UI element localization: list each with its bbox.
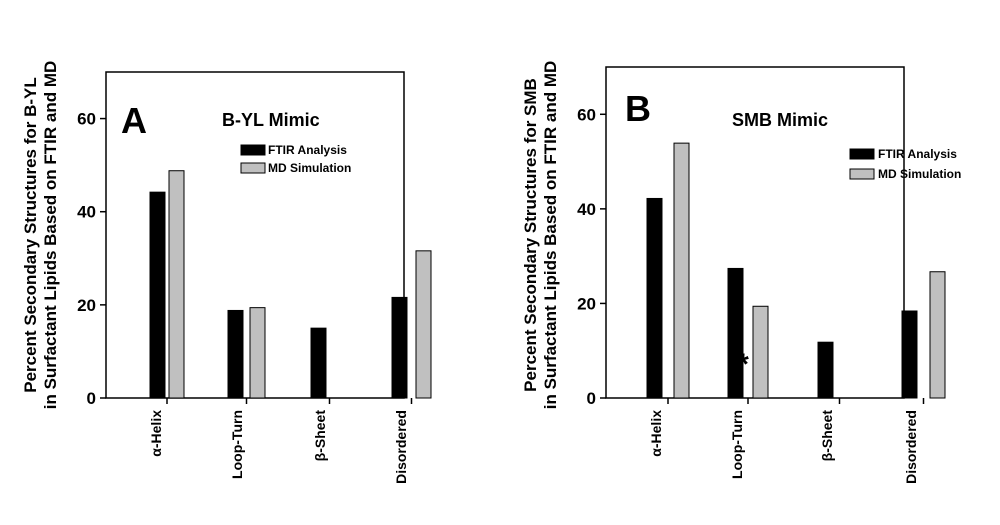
chart-b-legend-label-md: MD Simulation — [878, 167, 961, 181]
chart-b-bar-ftir-2 — [727, 267, 744, 399]
chart-b-bar-ftir-4 — [901, 310, 918, 399]
chart-a-category-label: Loop-Turn — [229, 410, 245, 479]
chart-a-ytick-label: 60 — [77, 110, 96, 129]
chart-b-ytick-label: 20 — [577, 294, 596, 313]
chart-b-annotation-star: * — [737, 348, 749, 381]
chart-a-bar-md-1 — [168, 170, 185, 399]
chart-a-bar-md-2 — [249, 307, 266, 399]
chart-a-category-label: α-Helix — [148, 410, 164, 457]
chart-a-bar-ftir-4 — [391, 296, 408, 399]
chart-b-ylabel-line1: Percent Secondary Structures for SMB — [521, 78, 540, 392]
chart-panel-a: 0 20 40 60 α-Helix Loop-Turn β-Sheet Disordered… — [21, 61, 432, 484]
chart-a-annotation-star: * — [230, 348, 242, 381]
chart-b-legend-swatch-ftir — [849, 148, 875, 160]
chart-b-svg: 0 20 40 60 α-Helix Loop-Turn β-Sheet Disordered… — [521, 61, 961, 484]
chart-a-svg: 0 20 40 60 α-Helix Loop-Turn β-Sheet Disordered… — [21, 61, 432, 484]
chart-b-category-label: Disordered — [903, 410, 919, 484]
chart-a-ylabel-line2: in Surfactant Lipids Based on FTIR and M… — [41, 61, 60, 410]
chart-a-ytick-label: 0 — [87, 389, 96, 408]
chart-a-legend-swatch-md — [240, 162, 266, 174]
chart-b-ytick-label: 60 — [577, 105, 596, 124]
chart-b-title: SMB Mimic — [732, 110, 828, 130]
chart-a-legend-label-ftir: FTIR Analysis — [268, 143, 347, 157]
chart-b-bar-md-2 — [752, 305, 769, 399]
chart-b-bar-md-4 — [929, 271, 946, 399]
chart-b-category-label: α-Helix — [648, 410, 664, 457]
chart-b-ytick-label: 40 — [577, 200, 596, 219]
chart-b-bar-ftir-1 — [646, 197, 663, 399]
chart-b-ytick-label: 0 — [587, 389, 596, 408]
chart-a-category-label: Disordered — [393, 410, 409, 484]
chart-b-panel-letter: B — [625, 88, 651, 129]
chart-a-bar-ftir-2 — [227, 309, 244, 399]
chart-a-bar-ftir-1 — [149, 191, 166, 399]
chart-a-bar-md-4 — [415, 250, 432, 399]
chart-a-category-label: β-Sheet — [312, 410, 328, 462]
chart-a-legend-swatch-ftir — [240, 144, 266, 156]
chart-b-category-label: Loop-Turn — [729, 410, 745, 479]
chart-b-category-label: β-Sheet — [819, 410, 835, 462]
chart-b-bar-md-1 — [673, 142, 690, 399]
chart-b-legend-swatch-md — [849, 168, 875, 180]
chart-b-ylabel-line2: in Surfactant Lipids Based on FTIR and M… — [541, 61, 560, 410]
chart-b-legend-label-ftir: FTIR Analysis — [878, 147, 957, 161]
chart-a-legend-label-md: MD Simulation — [268, 161, 351, 175]
chart-b-bar-ftir-3 — [817, 341, 834, 399]
chart-a-ylabel-line1: Percent Secondary Structures for B-YL — [21, 77, 40, 393]
chart-a-bar-ftir-3 — [310, 327, 327, 399]
chart-a-panel-letter: A — [121, 100, 147, 141]
chart-a-ytick-label: 20 — [77, 296, 96, 315]
chart-panel-b: 0 20 40 60 α-Helix Loop-Turn β-Sheet Disordered… — [500, 0, 1000, 525]
chart-a-ytick-label: 40 — [77, 203, 96, 222]
chart-a-title: B-YL Mimic — [222, 110, 320, 130]
